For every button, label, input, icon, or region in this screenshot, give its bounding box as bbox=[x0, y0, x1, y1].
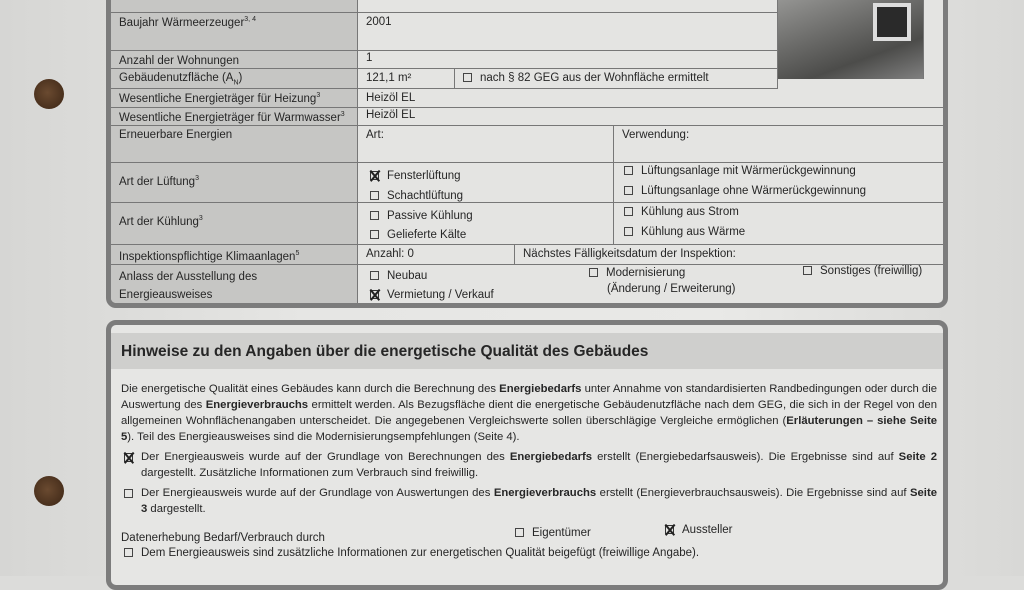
checkbox[interactable] bbox=[624, 227, 633, 236]
label-baujahr-waermeerzeuger: Baujahr Wärmeerzeuger3, 4 bbox=[111, 13, 358, 51]
option-schachtlueftung[interactable]: Schachtlüftung bbox=[370, 190, 463, 202]
option-kuehlung-strom[interactable]: Kühlung aus Strom bbox=[624, 206, 739, 218]
checkbox[interactable] bbox=[624, 207, 633, 216]
label-erneuerbare: Erneuerbare Energien bbox=[111, 126, 358, 163]
cut-off-cell bbox=[358, 0, 778, 13]
punch-hole bbox=[34, 476, 64, 506]
building-photo bbox=[778, 0, 924, 79]
punch-hole bbox=[34, 79, 64, 109]
lueftung-left bbox=[358, 163, 614, 203]
value-anzahl: 1 bbox=[358, 51, 778, 69]
option-lueftungsanlage-ohne[interactable]: Lüftungsanlage ohne Wärmerückgewinnung bbox=[624, 185, 866, 197]
option-eigentuemer[interactable]: Eigentümer bbox=[515, 527, 591, 539]
checkbox[interactable] bbox=[124, 548, 133, 557]
datenerhebung-label: Datenerhebung Bedarf/Verbrauch durch bbox=[121, 532, 325, 544]
label-lueftung: Art der Lüftung3 bbox=[111, 163, 358, 203]
option-kuehlung-waerme[interactable]: Kühlung aus Wärme bbox=[624, 226, 745, 238]
field-art: Art: bbox=[358, 126, 614, 163]
lueftung-right bbox=[614, 163, 943, 203]
value-heizung: Heizöl EL bbox=[358, 89, 943, 108]
option-label: nach § 82 GEG aus der Wohnfläche ermitte… bbox=[480, 72, 709, 84]
option-gelieferte-kaelte[interactable]: Gelieferte Kälte bbox=[370, 229, 466, 241]
value-flaeche: 121,1 m² bbox=[358, 69, 455, 89]
checkbox-checked[interactable] bbox=[665, 525, 674, 534]
checkbox[interactable] bbox=[124, 489, 133, 498]
hinweise-section: Hinweise zu den Angaben über die energet… bbox=[106, 320, 948, 590]
checkbox[interactable] bbox=[515, 528, 524, 537]
checkbox[interactable] bbox=[370, 230, 379, 239]
option-passive-kuehlung[interactable]: Passive Kühlung bbox=[370, 210, 473, 222]
checkbox[interactable] bbox=[463, 73, 472, 82]
option-lueftungsanlage-mit[interactable]: Lüftungsanlage mit Wärmerückgewinnung bbox=[624, 165, 856, 177]
value-anzahl-klima: Anzahl: 0 bbox=[358, 245, 515, 265]
modernisierung-sub: (Änderung / Erweiterung) bbox=[607, 283, 736, 295]
label-klimaanlagen: Inspektionspflichtige Klimaanlagen5 bbox=[111, 245, 358, 265]
section-title: Hinweise zu den Angaben über die energet… bbox=[111, 333, 943, 369]
option-zusatzinfo[interactable]: Dem Energieausweis sind zusätzliche Info… bbox=[124, 547, 699, 559]
cut-off-row bbox=[111, 0, 358, 13]
checkbox-checked[interactable] bbox=[370, 171, 379, 180]
label-anzahl-wohnungen: Anzahl der Wohnungen bbox=[111, 51, 358, 69]
option-bedarfsausweis[interactable]: Der Energieausweis wurde auf der Grundla… bbox=[121, 449, 937, 481]
kuehlung-right bbox=[614, 203, 943, 245]
value-warmwasser: Heizöl EL bbox=[358, 108, 943, 126]
label-heizung: Wesentliche Energieträger für Heizung3 bbox=[111, 89, 358, 108]
checkbox-checked[interactable] bbox=[124, 453, 133, 462]
kuehlung-left bbox=[358, 203, 614, 245]
option-fensterlueftung[interactable]: Fensterlüftung bbox=[370, 170, 461, 182]
building-data-table: Baujahr Wärmeerzeuger3, 4 2001 Anzahl de… bbox=[106, 0, 948, 308]
label-anlass: Anlass der Ausstellung des Energieausweis… bbox=[111, 265, 358, 303]
option-wohnflaeche[interactable]: nach § 82 GEG aus der Wohnfläche ermitte… bbox=[455, 69, 778, 89]
option-verbrauchsausweis[interactable]: Der Energieausweis wurde auf der Grundla… bbox=[121, 485, 937, 517]
checkbox[interactable] bbox=[370, 191, 379, 200]
option-vermietung-verkauf[interactable]: Vermietung / Verkauf bbox=[370, 289, 494, 301]
option-aussteller[interactable]: Aussteller bbox=[665, 524, 733, 536]
checkbox-checked[interactable] bbox=[370, 290, 379, 299]
value-baujahr: 2001 bbox=[358, 13, 778, 51]
label-gebaeudenutzflaeche: Gebäudenutzfläche (AN) bbox=[111, 69, 358, 89]
checkbox[interactable] bbox=[803, 266, 812, 275]
intro-paragraph: Die energetische Qualität eines Gebäudes… bbox=[121, 383, 937, 443]
option-neubau[interactable]: Neubau bbox=[370, 270, 427, 282]
checkbox[interactable] bbox=[624, 186, 633, 195]
checkbox[interactable] bbox=[370, 271, 379, 280]
label-kuehlung: Art der Kühlung3 bbox=[111, 203, 358, 245]
checkbox[interactable] bbox=[624, 166, 633, 175]
field-verwendung: Verwendung: bbox=[614, 126, 943, 163]
checkbox[interactable] bbox=[370, 211, 379, 220]
label-warmwasser: Wesentliche Energieträger für Warmwasser… bbox=[111, 108, 358, 126]
option-modernisierung[interactable]: Modernisierung (Änderung / Erweiterung) bbox=[589, 267, 735, 295]
value-faelligkeit: Nächstes Fälligkeitsdatum der Inspektion… bbox=[515, 245, 943, 265]
checkbox[interactable] bbox=[589, 268, 598, 277]
option-sonstiges[interactable]: Sonstiges (freiwillig) bbox=[803, 265, 922, 277]
